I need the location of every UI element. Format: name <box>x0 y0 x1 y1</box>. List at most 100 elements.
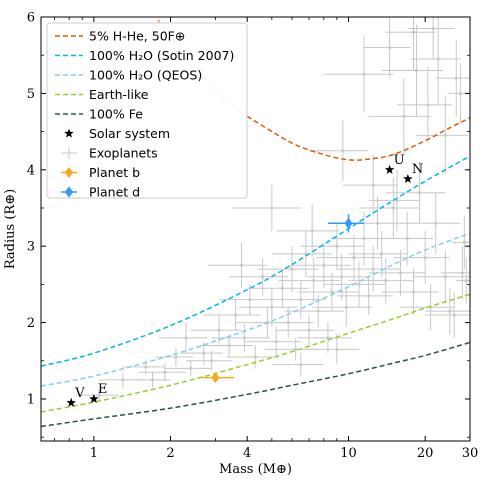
axis-layer: 1 2 4 10 20 30 1 2 3 4 5 6 <box>27 11 479 462</box>
exoplanet-point <box>155 347 193 367</box>
exoplanet-point <box>363 17 411 79</box>
exoplanet-marker <box>233 313 238 317</box>
exoplanet-point <box>190 314 242 346</box>
exoplanet-point <box>359 177 420 239</box>
legend-label: Earth-like <box>89 87 149 102</box>
exoplanet-point <box>164 360 212 377</box>
exoplanet-point <box>312 288 373 327</box>
exoplanet-marker <box>371 267 375 271</box>
exoplanet-marker <box>436 57 440 61</box>
plot-area: V E UN <box>41 17 470 428</box>
planet-d-marker <box>327 214 364 233</box>
x-tick-label: 10 <box>340 446 357 461</box>
exoplanet-point <box>452 215 470 270</box>
exoplanet-marker <box>163 370 167 374</box>
exoplanet-marker <box>326 336 330 340</box>
exoplanet-point <box>425 288 470 335</box>
exoplanet-point <box>271 353 324 377</box>
exoplanet-point <box>207 242 268 289</box>
exoplanet-point <box>297 322 352 354</box>
exoplanet-point <box>158 322 208 354</box>
exoplanet-marker <box>335 347 339 351</box>
exoplanet-marker <box>458 91 462 95</box>
solar-planet: U <box>384 153 405 174</box>
exoplanet-marker <box>464 278 468 283</box>
exoplanet-point <box>348 257 414 304</box>
y-tick-label: 1 <box>27 392 35 407</box>
legend-star-swatch <box>64 128 74 138</box>
exoplanet-marker <box>391 206 395 210</box>
exoplanet-marker <box>274 340 278 344</box>
legend-entry: Earth-like <box>55 87 149 102</box>
exoplanet-marker <box>150 378 155 382</box>
solar-planet: V <box>66 386 85 407</box>
x-axis-label: Mass (M⊕) <box>219 462 292 477</box>
exoplanet-marker <box>443 133 447 138</box>
exoplanet-marker <box>290 267 294 271</box>
exoplanet-point <box>440 246 470 300</box>
planet-diamond <box>211 372 220 384</box>
exoplanet-point <box>407 17 455 60</box>
exoplanet-marker <box>312 278 316 283</box>
legend-entry: 100% H₂O (Sotin 2007) <box>55 48 234 63</box>
y-tick-label: 2 <box>27 316 35 331</box>
exoplanet-marker <box>405 236 409 241</box>
planet-diamond <box>344 217 353 229</box>
exoplanet-point <box>307 253 368 300</box>
exoplanet-marker <box>341 149 345 153</box>
exoplanet-point <box>403 192 461 254</box>
exoplanet-marker <box>414 68 419 73</box>
exoplanet-marker <box>210 359 214 363</box>
exoplanet-marker <box>144 365 148 369</box>
exoplanet-point <box>323 36 394 113</box>
exoplanet-point <box>309 334 360 365</box>
legend-label: Solar system <box>89 126 170 141</box>
legend-label: 100% H₂O (Sotin 2007) <box>89 48 234 63</box>
exoplanet-marker <box>362 72 366 76</box>
exoplanet-marker <box>344 305 348 309</box>
exoplanet-marker <box>335 244 339 248</box>
exoplanet-marker <box>253 355 257 359</box>
exoplanet-marker <box>462 240 466 244</box>
exoplanet-point <box>267 280 327 319</box>
exoplanet-marker <box>448 309 452 313</box>
exoplanet-point <box>435 39 470 117</box>
legend-entry: Solar system <box>64 126 170 141</box>
exoplanet-marker <box>454 76 458 80</box>
exoplanet-marker <box>310 229 314 233</box>
exoplanet-marker <box>398 271 403 275</box>
exoplanet-marker <box>261 275 265 279</box>
exoplanet-point <box>336 276 394 315</box>
exoplanet-point <box>238 288 298 327</box>
x-tick-label: 1 <box>90 446 98 461</box>
curve-line <box>41 341 470 428</box>
plot-frame <box>40 16 471 442</box>
exoplanet-point <box>413 250 470 304</box>
exoplanet-point <box>396 66 453 144</box>
exoplanet-point <box>244 326 301 357</box>
curve-line <box>41 232 470 387</box>
highlight-layer <box>201 214 364 384</box>
exoplanet-marker <box>189 366 193 371</box>
legend-diamond-swatch <box>64 167 74 178</box>
curve-line <box>41 155 470 367</box>
exoplanet-point <box>342 154 397 216</box>
exoplanet-point <box>309 120 369 182</box>
legend-entry: 100% Fe <box>55 107 143 122</box>
exoplanet-marker <box>97 393 101 397</box>
exoplanet-marker <box>452 313 456 317</box>
exoplanet-point <box>381 24 443 117</box>
exoplanet-marker <box>387 45 392 50</box>
exoplanet-point <box>232 185 301 231</box>
exoplanet-marker <box>443 275 447 279</box>
exoplanet-marker <box>248 298 252 302</box>
solar-planet: N <box>403 162 423 184</box>
solar-label: V <box>74 386 85 401</box>
exoplanet-point <box>276 314 335 346</box>
legend-label: Planet d <box>89 185 140 200</box>
exoplanet-marker <box>270 206 274 210</box>
curve-line <box>41 293 470 413</box>
exoplanet-marker <box>411 290 416 294</box>
exoplanet-marker <box>286 320 290 325</box>
